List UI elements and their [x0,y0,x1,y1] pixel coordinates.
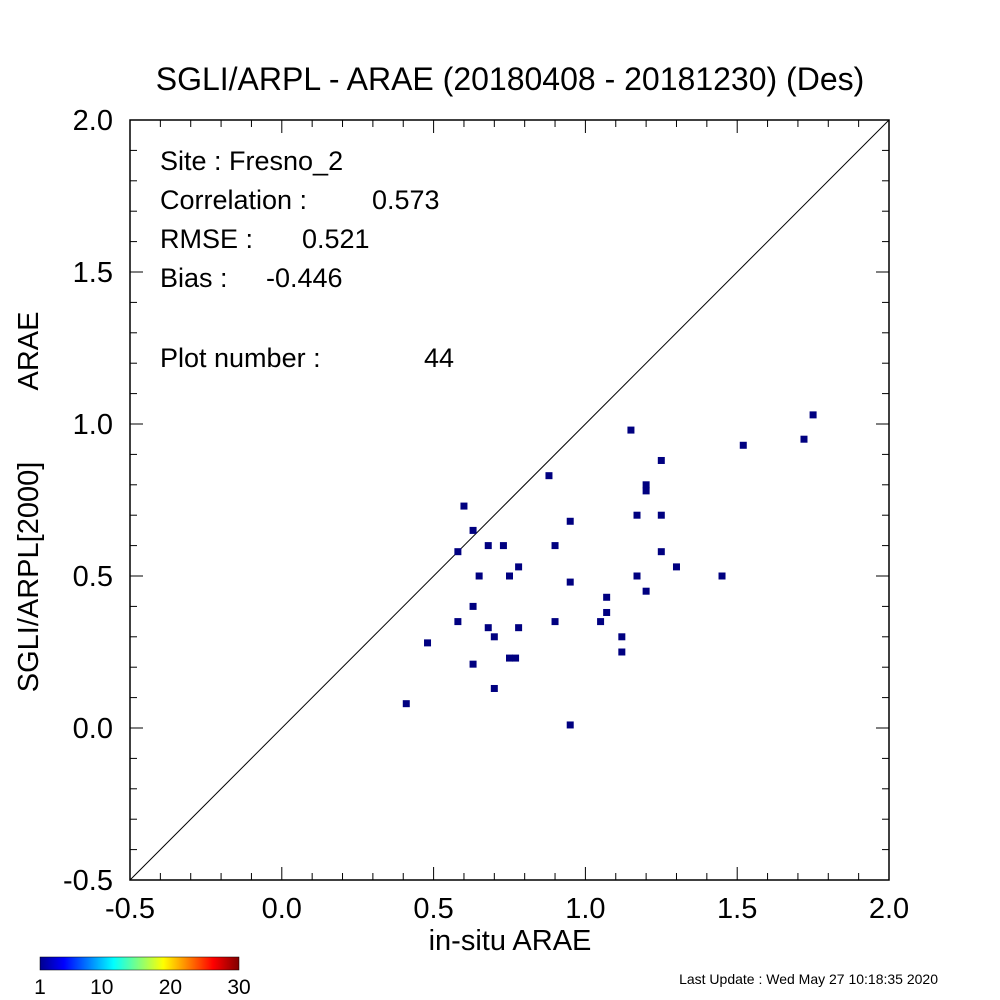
data-point [633,572,641,580]
colorbar-tick-label: 10 [90,976,113,999]
y-tick-label: -0.5 [63,865,113,897]
data-point [551,542,559,550]
colorbar-tick-label: 20 [159,976,182,999]
y-axis-tick-labels: -0.5 0.0 0.5 1.0 1.5 2.0 [63,105,113,897]
y-axis-label: SGLI/ARPL[2000] ARAE [13,312,45,693]
data-point [490,633,498,641]
data-point [566,517,574,525]
data-point [460,502,468,510]
one-to-one-line [129,119,890,881]
chart-title: SGLI/ARPL - ARAE (20180408 - 20181230) (… [156,61,865,97]
stats-bias-value: -0.446 [266,263,343,293]
x-tick-label: 1.0 [565,893,605,925]
data-point [545,472,553,480]
data-point [512,654,520,662]
x-tick-label: 2.0 [869,893,909,925]
data-point [739,441,747,449]
tick-marks [129,119,890,881]
data-point [642,587,650,595]
data-point [469,602,477,610]
x-tick-label: 0.0 [262,893,302,925]
data-point [603,593,611,601]
data-point [618,648,626,656]
data-point [469,526,477,534]
stats-correlation-label: Correlation : [160,185,307,215]
data-point [566,721,574,729]
data-point [642,481,650,489]
x-axis-tick-labels: -0.5 0.0 0.5 1.0 1.5 2.0 [105,893,909,925]
data-point [484,542,492,550]
data-point [618,633,626,641]
data-point [551,618,559,626]
data-point [800,435,808,443]
data-point [627,426,635,434]
data-point [718,572,726,580]
data-point [657,456,665,464]
y-tick-label: 0.0 [73,713,113,745]
y-tick-label: 1.0 [73,409,113,441]
data-point [515,624,523,632]
data-point [454,618,462,626]
x-axis-label: in-situ ARAE [429,925,592,957]
data-point [506,572,513,580]
data-points [402,411,817,729]
y-tick-label: 0.5 [73,561,113,593]
data-point [424,639,432,647]
y-tick-label: 1.5 [73,257,113,289]
data-point [809,411,817,419]
y-tick-label: 2.0 [73,105,113,137]
stats-box: Site : Fresno_2 Correlation : 0.573 RMSE… [160,146,454,373]
last-update-text: Last Update : Wed May 27 10:18:35 2020 [679,971,938,987]
data-point [657,548,665,556]
stats-plot-number-label: Plot number : [160,343,321,373]
x-tick-label: 1.5 [717,893,757,925]
data-point [402,700,410,708]
data-point [475,572,483,580]
stats-site: Site : Fresno_2 [160,146,343,176]
data-point [642,487,650,495]
y-axis-label-line2: ARAE [13,312,45,391]
colorbar-tick-labels: 1 10 20 30 [34,976,251,999]
data-point [490,684,498,692]
data-point [633,511,641,519]
x-tick-label: 0.5 [413,893,453,925]
stats-plot-number-value: 44 [424,343,454,373]
data-point [484,624,492,632]
stats-rmse-label: RMSE : [160,224,253,254]
data-point [597,618,605,626]
colorbar [39,956,240,971]
y-axis-label-line1: SGLI/ARPL[2000] [13,462,45,693]
colorbar-tick-label: 30 [227,976,250,999]
stats-rmse-value: 0.521 [302,224,370,254]
x-tick-label: -0.5 [105,893,155,925]
data-point [657,511,665,519]
data-point [454,548,462,556]
plot-frame [129,119,890,881]
data-point [506,654,513,662]
data-point [499,542,507,550]
stats-correlation-value: 0.573 [372,185,440,215]
data-point [515,563,523,571]
data-point [469,660,477,668]
stats-bias-label: Bias : [160,263,228,293]
data-point [566,578,574,586]
colorbar-tick-label: 1 [34,976,46,999]
data-point [603,608,611,616]
data-point [672,563,680,571]
